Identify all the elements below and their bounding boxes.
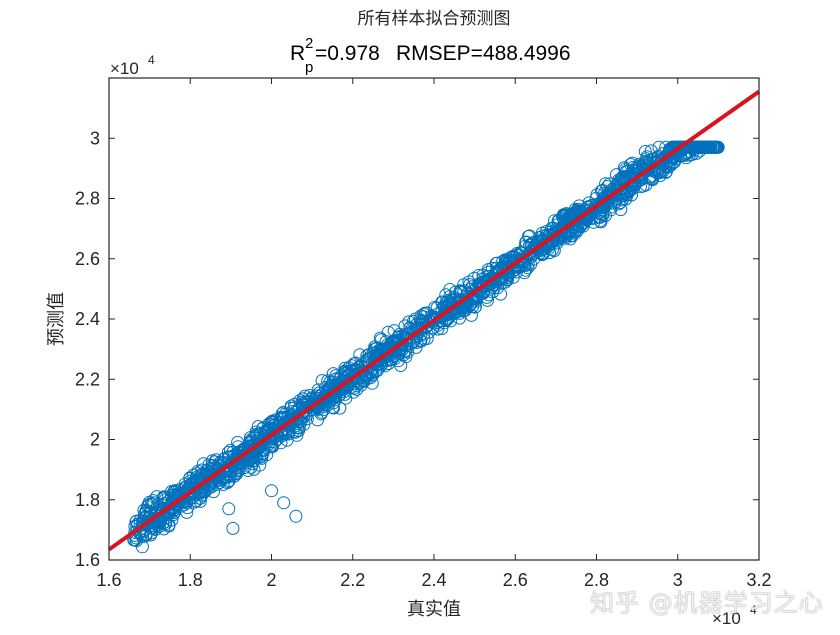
y-tick-label: 2.6 — [75, 249, 100, 269]
r2-base: R — [290, 42, 305, 65]
x-tick-label: 3.2 — [746, 570, 771, 590]
x-tick-label: 2.2 — [340, 570, 365, 590]
y-tick-label: 2.2 — [75, 369, 100, 389]
x-tick-label: 2.8 — [584, 570, 609, 590]
y-axis-ticks: 1.6 1.8 2 2.2 2.4 2.6 2.8 3 — [75, 128, 759, 570]
x-scale-factor: ×10 4 — [712, 603, 757, 628]
y-tick-label: 3 — [90, 128, 100, 148]
y-tick-label: 2.8 — [75, 189, 100, 209]
chart-title: 所有样本拟合预测图 — [358, 9, 511, 29]
watermark: 知乎 @机器学习之心 — [590, 589, 824, 617]
x-tick-label: 3 — [673, 570, 683, 590]
x-tick-label: 1.8 — [178, 570, 203, 590]
r2-sub: p — [305, 59, 313, 76]
y-scale-factor: ×10 4 — [110, 53, 155, 78]
y-tick-label: 1.8 — [75, 490, 100, 510]
y-axis-label: 预测值 — [46, 292, 67, 346]
x-axis-ticks: 1.6 1.8 2 2.2 2.4 2.6 2.8 3 3.2 — [96, 78, 772, 590]
y-scale-exp: 4 — [148, 53, 155, 67]
x-tick-label: 2 — [266, 570, 276, 590]
chart-subtitle: R 2 p =0.978 RMSEP=488.4996 — [290, 35, 571, 76]
x-scale-base: ×10 — [712, 609, 741, 628]
r2-value: =0.978 — [315, 42, 380, 65]
y-tick-label: 2.4 — [75, 309, 100, 329]
x-tick-label: 2.4 — [421, 570, 446, 590]
y-tick-label: 1.6 — [75, 550, 100, 570]
x-tick-label: 1.6 — [96, 570, 121, 590]
fit-line — [107, 89, 761, 552]
x-tick-label: 2.6 — [503, 570, 528, 590]
x-scale-exp: 4 — [750, 603, 757, 617]
y-scale-base: ×10 — [110, 59, 139, 78]
r2-sup: 2 — [305, 35, 313, 52]
rmsep-value: RMSEP=488.4996 — [396, 42, 571, 65]
y-tick-label: 2 — [90, 430, 100, 450]
x-axis-label: 真实值 — [407, 599, 461, 620]
